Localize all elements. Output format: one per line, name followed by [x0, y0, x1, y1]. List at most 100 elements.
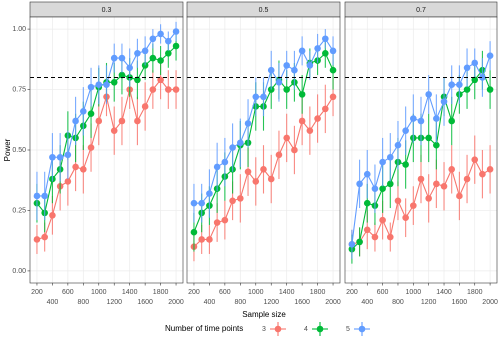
point — [283, 62, 290, 69]
point — [110, 127, 118, 134]
point — [49, 153, 56, 161]
point — [244, 168, 252, 176]
point — [371, 185, 379, 192]
y-tick-label: 0.75 — [12, 86, 26, 93]
point — [190, 199, 198, 207]
point — [80, 166, 87, 173]
point — [479, 170, 486, 178]
point — [165, 37, 172, 45]
point — [221, 216, 229, 224]
point — [172, 42, 180, 50]
x-tick-label: 400 — [361, 299, 373, 306]
point — [72, 163, 79, 171]
x-tick-label: 1400 — [122, 289, 138, 296]
y-tick-label: 0.25 — [12, 207, 26, 214]
point — [425, 134, 432, 142]
point — [448, 117, 456, 125]
point — [157, 76, 164, 84]
point — [110, 78, 118, 86]
point — [244, 120, 252, 127]
point — [134, 76, 141, 84]
point — [394, 141, 402, 149]
point — [379, 216, 386, 224]
x-tick-label: 2000 — [168, 299, 184, 306]
x-tick-label: 200 — [346, 289, 358, 296]
x-tick-label: 400 — [47, 299, 59, 306]
point — [260, 166, 267, 173]
y-tick-label: 0.50 — [12, 147, 26, 154]
x-tick-label: 800 — [234, 299, 246, 306]
point — [394, 197, 402, 205]
point — [64, 151, 72, 159]
point — [118, 54, 126, 62]
point — [149, 54, 157, 62]
facet-title: 0.5 — [259, 7, 269, 14]
x-tick-label: 800 — [77, 299, 89, 306]
legend-title: Number of time points — [165, 324, 243, 333]
point — [433, 115, 440, 122]
point — [141, 47, 149, 55]
point — [41, 233, 48, 241]
x-tick-label: 1600 — [137, 299, 153, 306]
point — [440, 98, 448, 105]
x-tick-label: 200 — [188, 289, 200, 296]
point — [410, 115, 417, 122]
point — [329, 93, 337, 101]
point — [134, 49, 141, 57]
point — [72, 117, 79, 125]
point — [95, 117, 103, 125]
point — [260, 93, 267, 101]
point — [463, 64, 471, 72]
point — [386, 180, 394, 188]
point — [479, 74, 486, 81]
point — [198, 236, 205, 243]
point — [402, 161, 409, 168]
legend-label: 5 — [346, 326, 350, 333]
point — [267, 66, 275, 74]
point — [110, 54, 118, 62]
point — [363, 170, 371, 178]
x-tick-label: 600 — [62, 289, 74, 296]
point — [456, 81, 463, 89]
point — [118, 117, 126, 125]
panel-border — [29, 16, 184, 284]
point — [87, 110, 95, 118]
point — [471, 156, 479, 163]
point — [206, 236, 213, 243]
legend-label: 4 — [304, 326, 308, 333]
legend-key-point — [274, 325, 282, 333]
x-tick-label: 1800 — [310, 289, 326, 296]
point — [252, 178, 260, 185]
x-tick-label: 200 — [31, 289, 43, 296]
x-tick-label: 800 — [392, 299, 404, 306]
point — [329, 66, 337, 74]
point — [471, 59, 479, 67]
point — [33, 192, 41, 200]
point — [298, 91, 306, 98]
point — [363, 199, 371, 207]
point — [49, 211, 56, 219]
point — [386, 233, 394, 241]
legend-key-point — [316, 325, 324, 333]
point — [348, 241, 356, 248]
point — [486, 52, 494, 59]
point — [134, 117, 141, 125]
point — [322, 35, 329, 43]
x-tick-label: 1000 — [248, 289, 264, 296]
point — [486, 166, 494, 173]
facet-title: 0.3 — [102, 7, 112, 14]
x-tick-label: 1000 — [91, 289, 107, 296]
point — [306, 62, 314, 69]
point — [221, 158, 229, 166]
y-tick-label: 1.00 — [12, 26, 26, 33]
legend-label: 3 — [262, 326, 266, 333]
point — [149, 35, 157, 43]
x-tick-label: 1400 — [279, 289, 295, 296]
point — [283, 134, 290, 142]
point — [456, 192, 463, 200]
point — [356, 238, 363, 246]
x-tick-label: 1200 — [263, 299, 279, 306]
point — [322, 105, 329, 113]
